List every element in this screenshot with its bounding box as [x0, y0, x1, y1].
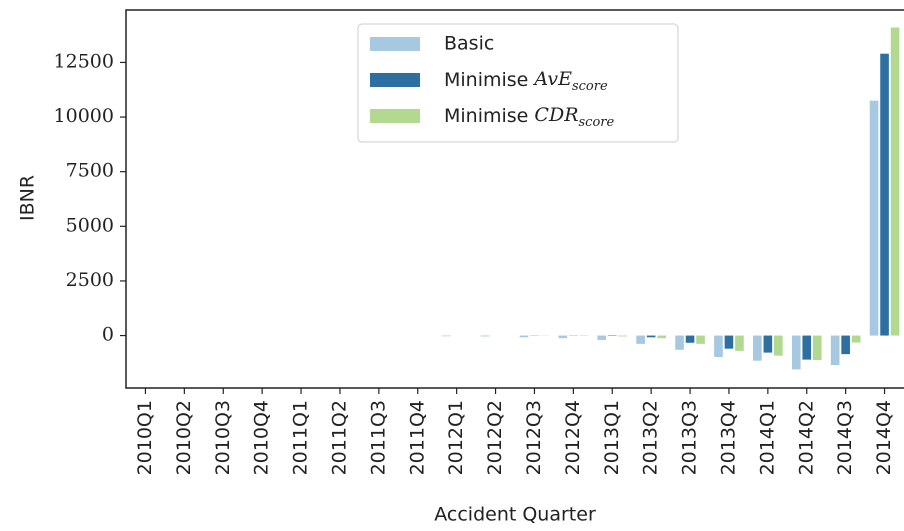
- x-axis-label: Accident Quarter: [434, 504, 596, 526]
- x-tick-label: 2010Q4: [251, 400, 273, 475]
- x-tick-label: 2013Q2: [640, 400, 662, 475]
- y-tick-label: 12500: [54, 50, 114, 72]
- x-tick-label: 2010Q1: [134, 400, 156, 475]
- legend-text: Minimise: [444, 105, 534, 127]
- bar: [869, 100, 879, 336]
- legend-text: Minimise: [444, 69, 534, 91]
- legend-sub: score: [579, 115, 615, 130]
- legend-label: Minimise AvEscore: [444, 68, 608, 94]
- x-tick-label: 2012Q1: [445, 400, 467, 475]
- y-axis-label: IBNR: [17, 175, 39, 221]
- bar: [802, 335, 812, 360]
- x-tick-label: 2011Q3: [367, 400, 389, 475]
- bar: [724, 335, 734, 349]
- bar: [685, 335, 695, 343]
- x-tick-label: 2014Q3: [834, 400, 856, 475]
- x-tick-label: 2012Q3: [523, 400, 545, 475]
- bar: [696, 335, 705, 344]
- x-tick-label: 2011Q2: [328, 400, 350, 475]
- y-tick-label: 2500: [66, 269, 114, 291]
- x-tick-label: 2013Q4: [717, 400, 739, 475]
- bar: [880, 53, 889, 336]
- bar: [657, 335, 666, 339]
- x-tick-label: 2012Q4: [562, 400, 584, 475]
- x-tick-label: 2013Q3: [679, 400, 701, 475]
- legend-sub: score: [572, 79, 608, 94]
- x-tick-label: 2011Q1: [290, 400, 312, 475]
- legend-box: [357, 23, 679, 143]
- legend-swatch: [370, 37, 420, 51]
- y-tick-label: 10000: [54, 105, 114, 127]
- x-tick-label: 2012Q2: [484, 400, 506, 475]
- legend-label: Minimise CDRscore: [444, 104, 614, 130]
- bar: [597, 335, 607, 340]
- legend-math: AvE: [532, 68, 572, 90]
- bar: [558, 335, 568, 339]
- bar: [519, 335, 529, 338]
- legend-label: Basic: [444, 33, 494, 55]
- legend-math: CDR: [534, 104, 578, 126]
- x-tick-label: 2010Q2: [173, 400, 195, 475]
- bar: [636, 335, 645, 344]
- bar: [675, 335, 684, 350]
- bar: [618, 335, 628, 337]
- legend-swatch: [370, 109, 420, 123]
- x-tick-label: 2014Q1: [756, 400, 778, 475]
- bar: [774, 335, 783, 356]
- y-tick-label: 7500: [66, 160, 114, 182]
- bar: [851, 335, 861, 343]
- bar: [646, 335, 656, 338]
- bar: [791, 335, 801, 370]
- bar: [812, 335, 822, 361]
- x-tick-label: 2011Q4: [406, 400, 428, 475]
- bar: [480, 335, 490, 337]
- bar: [714, 335, 723, 357]
- y-tick-label: 0: [102, 324, 114, 346]
- x-tick-label: 2014Q4: [873, 400, 895, 475]
- bar: [753, 335, 762, 361]
- x-tick-label: 2013Q1: [601, 400, 623, 475]
- bar: [841, 335, 850, 355]
- x-tick-label: 2014Q2: [795, 400, 817, 475]
- legend-swatch: [370, 73, 420, 87]
- x-tick-label: 2010Q3: [212, 400, 234, 475]
- y-tick-label: 5000: [66, 214, 114, 236]
- bar: [890, 27, 900, 336]
- plot-frame: [125, 9, 904, 389]
- bar: [830, 335, 840, 366]
- bar: [763, 335, 773, 353]
- bar: [735, 335, 744, 351]
- bar: [441, 335, 451, 337]
